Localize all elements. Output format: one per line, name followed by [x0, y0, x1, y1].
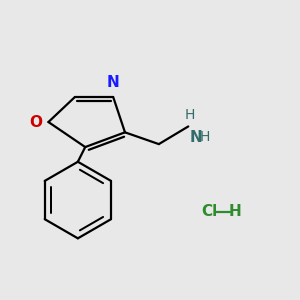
- Text: H: H: [184, 108, 195, 122]
- Text: H: H: [229, 204, 242, 219]
- Text: N: N: [107, 75, 120, 90]
- Text: N: N: [190, 130, 203, 145]
- Text: H: H: [200, 130, 210, 144]
- Text: O: O: [29, 115, 42, 130]
- Text: Cl: Cl: [201, 204, 217, 219]
